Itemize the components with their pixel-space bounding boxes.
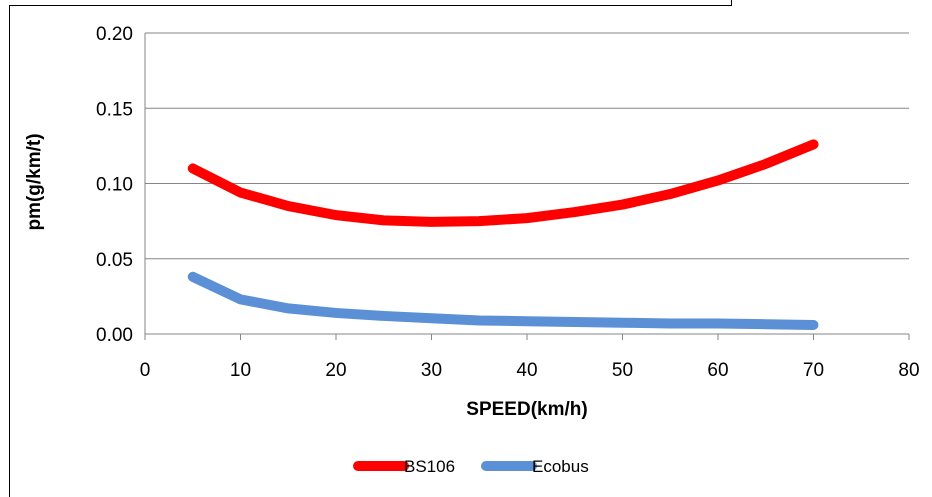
axes: [144, 33, 910, 340]
y-axis-title: pm(g/km/t): [24, 133, 45, 230]
x-axis-title: SPEED(km/h): [466, 399, 587, 420]
legend: BS106 Ecobus: [353, 457, 589, 476]
x-tick-label: 0: [140, 360, 151, 381]
legend-item-bs106: BS106: [353, 457, 455, 476]
x-tick-label: 20: [325, 360, 346, 381]
y-tick-label: 0.20: [96, 24, 133, 45]
x-tick-label: 50: [612, 360, 633, 381]
x-tick-labels: 0 10 20 30 40 50 60 70 80: [140, 360, 920, 381]
x-tick-label: 70: [803, 360, 824, 381]
grid: [145, 32, 909, 260]
y-tick-label: 0.00: [96, 325, 133, 346]
chart-frame: [9, 0, 732, 497]
legend-item-ecobus: Ecobus: [481, 457, 589, 476]
x-tick-label: 60: [707, 360, 728, 381]
x-tick-label: 40: [516, 360, 537, 381]
legend-label: BS106: [404, 457, 455, 476]
series-lines: [187, 139, 819, 330]
x-tick-label: 30: [421, 360, 442, 381]
y-tick-label: 0.05: [96, 250, 133, 271]
series-line-bs106: [187, 139, 819, 227]
y-tick-labels: 0.00 0.05 0.10 0.15 0.20: [96, 24, 133, 346]
legend-label: Ecobus: [532, 457, 589, 476]
series-line-ecobus: [187, 271, 819, 330]
y-tick-label: 0.10: [96, 175, 133, 196]
y-tick-label: 0.15: [96, 99, 133, 120]
x-tick-label: 10: [230, 360, 251, 381]
x-tick-label: 80: [898, 360, 919, 381]
